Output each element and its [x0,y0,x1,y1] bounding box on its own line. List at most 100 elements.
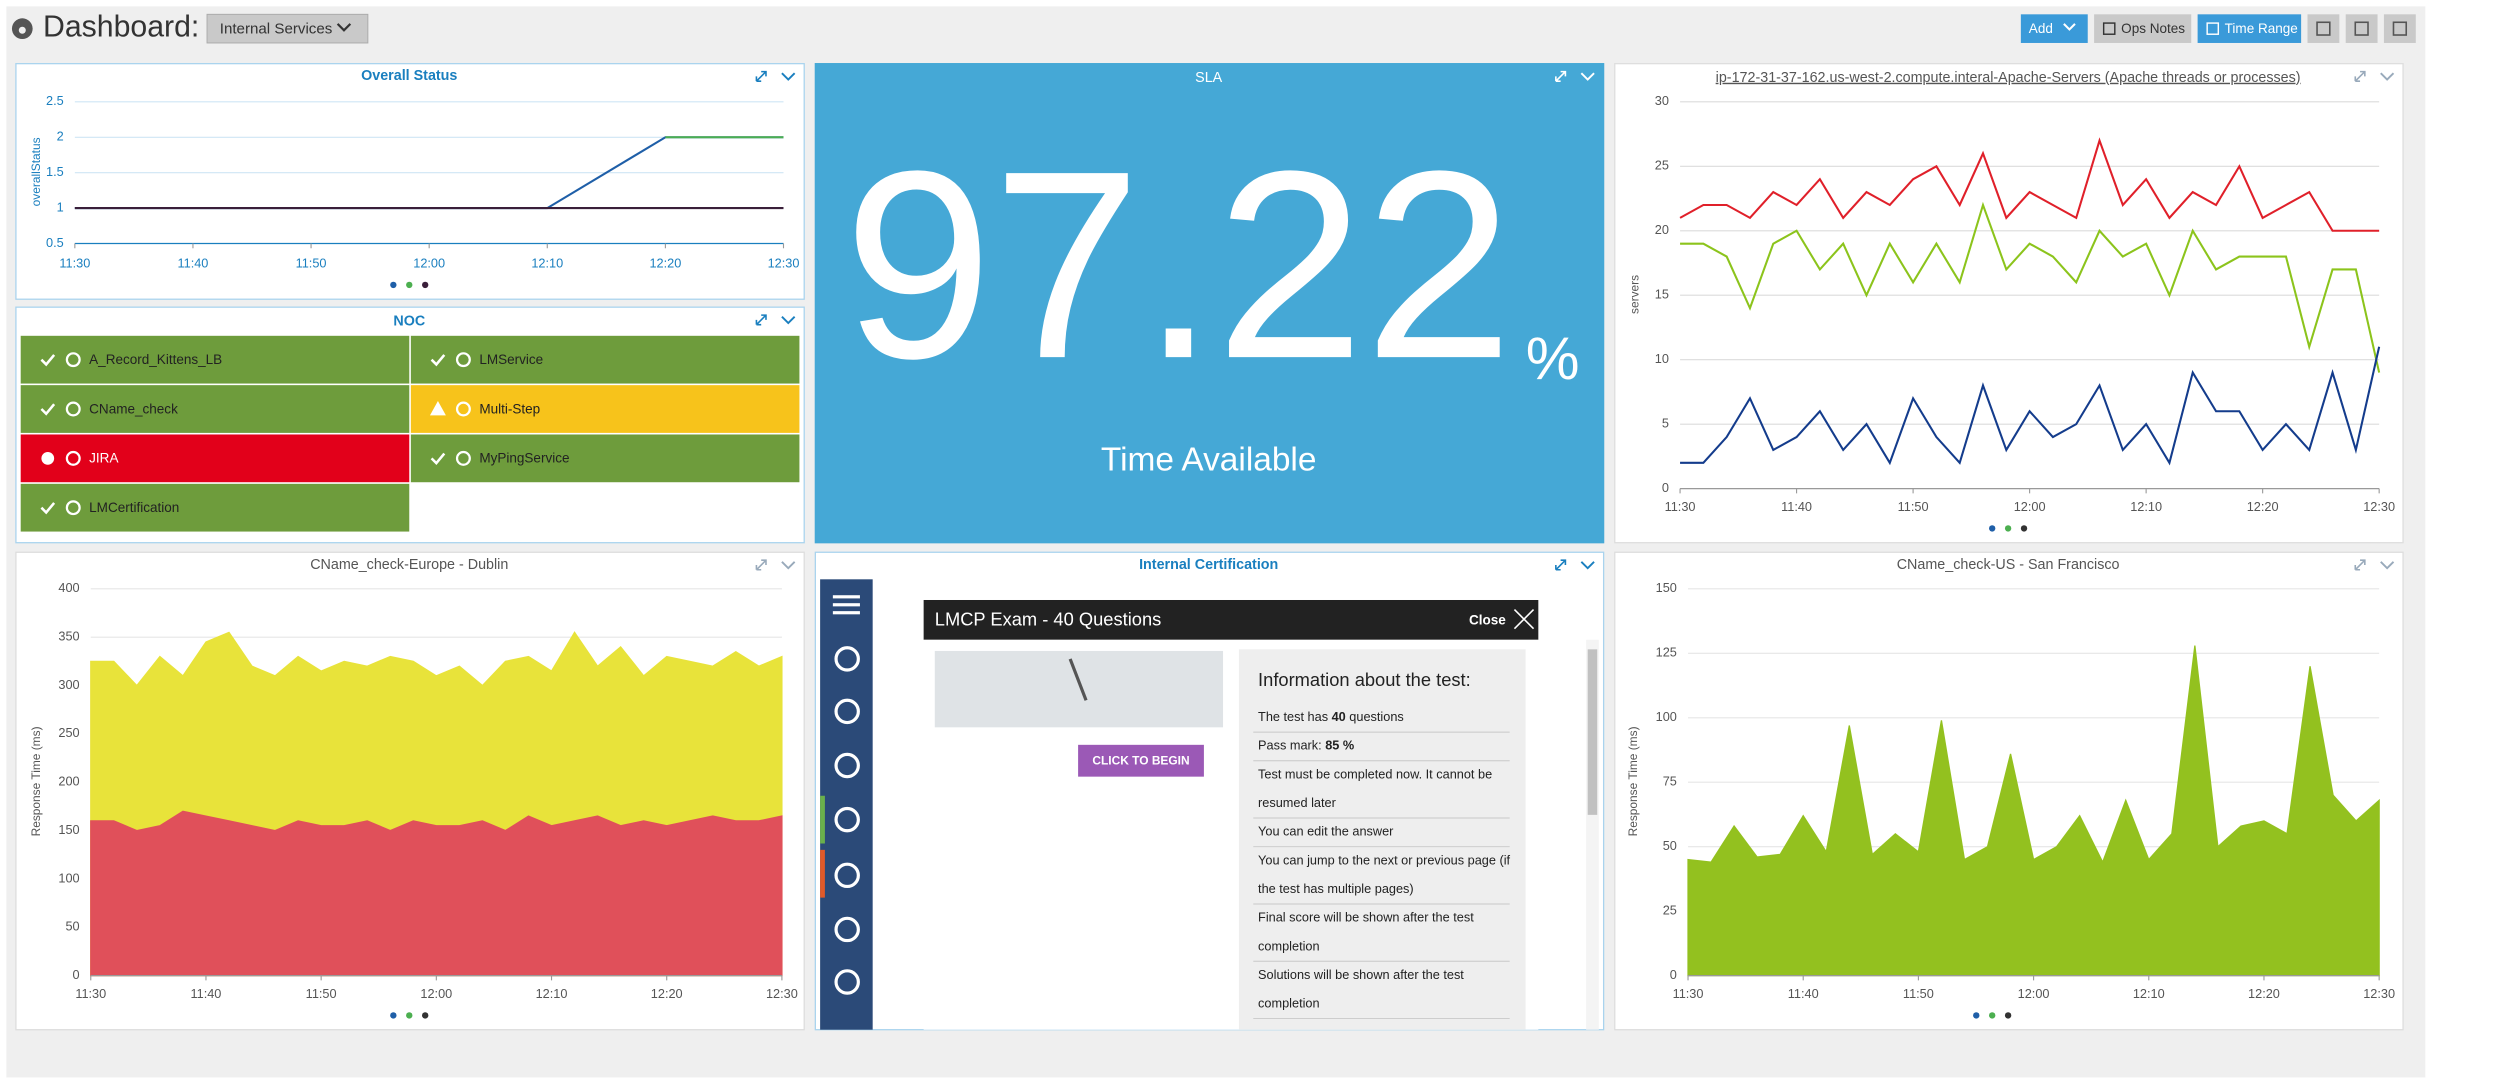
y-tick-label: 1.5 [46,164,64,179]
y-tick-label: 15 [1655,287,1669,302]
toolbar-icon-button[interactable] [2345,14,2378,43]
select-chevron [336,23,352,32]
button-icon [2102,22,2116,35]
widget-expand-icon[interactable] [755,314,767,326]
toolbar-icon-button[interactable] [2307,14,2340,43]
info-item: Test must be completed now. It cannot be [1258,766,1492,781]
nav-menu-bar[interactable] [832,611,860,615]
scrollbar-thumb[interactable] [1587,649,1598,815]
x-tick-label: 11:30 [1673,986,1704,1001]
status-check [430,452,446,466]
widget-menu-chevron[interactable] [2380,72,2395,81]
widget-menu-chevron[interactable] [1580,72,1595,81]
widget-expand-icon[interactable] [2354,559,2366,571]
y-tick-label: 1 [57,199,64,214]
legend-dot[interactable] [406,1012,413,1019]
noc-tile-label: LMService [479,352,543,367]
toolbar-button[interactable] [2094,14,2192,43]
y-tick-label: 0 [73,967,80,982]
legend-dot[interactable] [406,281,413,289]
y-tick-label: 150 [58,822,79,837]
y-axis-label: overallStatus [29,137,43,206]
noc-tile[interactable] [410,385,800,433]
legend-dot[interactable] [2020,525,2028,532]
legend-dot[interactable] [1989,525,1996,532]
nav-icon[interactable] [834,806,860,833]
y-tick-label: 350 [58,629,79,644]
y-tick-label: 50 [1663,838,1677,853]
legend-dot[interactable] [422,1012,429,1019]
info-title: Information about the test: [1258,669,1471,690]
noc-tile[interactable] [410,434,800,483]
legend-dot[interactable] [390,1012,397,1019]
nav-icon[interactable] [834,862,860,889]
exam-image-pen [1068,658,1088,701]
x-tick-label: 12:10 [2133,986,2165,1001]
nav-icon[interactable] [834,916,860,943]
noc-tile[interactable] [410,335,800,384]
info-item: resumed later [1258,795,1337,810]
widget-expand-icon[interactable] [1555,559,1567,571]
toolbar-button[interactable] [2020,14,2088,43]
info-item: the test has multiple pages) [1258,881,1414,896]
dashboard-title: Dashboard: [43,11,199,44]
modal-title: LMCP Exam - 40 Questions [935,609,1162,630]
widget-menu-chevron[interactable] [1580,561,1595,570]
widget-expand-icon[interactable] [755,559,767,571]
modal-close[interactable]: Close [1469,612,1506,627]
y-axis-label: Response Time (ms) [1626,726,1640,836]
exam-image [934,650,1224,728]
x-tick-label: 12:10 [536,986,568,1001]
toolbar-button-label: Time Range [2225,21,2298,36]
legend-dot[interactable] [2004,1012,2012,1019]
nav-icon[interactable] [834,698,860,725]
nav-icon[interactable] [834,752,860,779]
nav-menu-bar[interactable] [832,603,860,607]
status-check [40,502,56,515]
legend-dot[interactable] [390,281,397,289]
modal-close-x[interactable] [1513,608,1535,630]
info-item-part: 40 [1332,709,1346,724]
x-tick-label: 11:50 [306,986,337,1001]
series-line [1680,346,2381,466]
begin-button[interactable] [1078,744,1204,777]
x-tick-label: 12:10 [2130,499,2162,514]
info-item: You can jump to the next or previous pag… [1258,852,1510,867]
noc-tile[interactable] [20,483,410,532]
toolbar-icon-button[interactable] [2383,14,2416,43]
widget-expand-icon[interactable] [2354,70,2366,82]
widget-menu-chevron[interactable] [781,72,796,81]
info-item: Pass mark: 85 % [1258,738,1354,753]
widget-menu-chevron[interactable] [2380,561,2395,570]
y-axis-label: servers [1628,275,1642,314]
series-line [1679,137,2380,232]
noc-tile[interactable] [20,434,410,483]
y-tick-label: 25 [1655,158,1669,173]
nav-icon[interactable] [834,969,860,995]
legend-dot[interactable] [2004,525,2012,532]
y-tick-label: 0.5 [46,235,64,250]
series-area [1687,645,2380,977]
legend-dot[interactable] [1989,1012,1996,1019]
noc-tile[interactable] [20,385,410,433]
noc-tile[interactable] [20,335,410,384]
toolbar-button[interactable] [2197,14,2302,43]
widget-expand-icon[interactable] [755,70,767,82]
widget-menu-chevron[interactable] [781,316,796,325]
info-item-part: 85 % [1325,738,1354,753]
nav-icon[interactable] [834,646,860,672]
x-tick-label: 12:20 [649,256,681,271]
nav-menu-bar[interactable] [832,595,860,599]
toolbar-icon [2316,21,2331,36]
y-tick-label: 250 [58,725,79,740]
y-tick-label: 30 [1655,93,1669,108]
widget-menu-chevron[interactable] [781,561,796,570]
y-tick-label: 400 [58,580,79,595]
legend-dot[interactable] [422,281,429,289]
sla-value: 97.22 [844,115,1513,414]
legend-dot[interactable] [1973,1012,1980,1019]
y-tick-label: 10 [1655,351,1669,366]
widget-expand-icon[interactable] [1555,70,1567,82]
info-item-part: The test has [1258,709,1332,724]
y-tick-label: 2.5 [46,93,64,108]
